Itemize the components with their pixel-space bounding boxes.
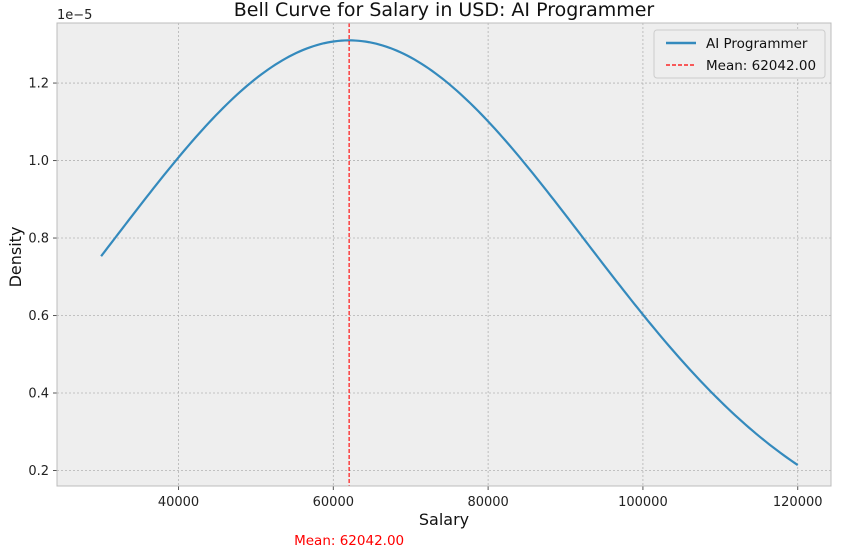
- y-offset-label: 1e−5: [57, 8, 92, 23]
- chart-title: Bell Curve for Salary in USD: AI Program…: [234, 0, 655, 21]
- plot-frame: [56, 22, 832, 487]
- y-tick-label: 0.2: [28, 464, 49, 479]
- axis-ticks: 40000 60000 80000 100000 120000 0.2 0.4 0.6 0.8 1…: [28, 77, 822, 510]
- y-axis-label: Density: [6, 227, 25, 288]
- mean-annotation: Mean: 62042.00: [294, 533, 404, 549]
- x-tick-label: 80000: [467, 495, 508, 510]
- legend: AI Programmer Mean: 62042.00: [653, 29, 826, 79]
- y-tick-label: 0.4: [28, 387, 49, 402]
- y-tick-label: 0.6: [28, 309, 49, 324]
- series-line-ai-programmer: [100, 39, 799, 466]
- x-tick-label: 100000: [618, 495, 668, 510]
- x-tick-label: 60000: [313, 495, 354, 510]
- x-axis-label: Salary: [419, 510, 469, 529]
- y-tick-label: 1.0: [28, 154, 49, 169]
- plot-background: [57, 23, 831, 486]
- legend-mean-label: Mean: 62042.00: [706, 58, 816, 74]
- legend-box: [653, 29, 826, 79]
- y-tick-label: 0.8: [28, 232, 49, 247]
- x-tick-label: 120000: [773, 495, 823, 510]
- x-tick-label: 40000: [158, 495, 199, 510]
- legend-series-label: AI Programmer: [706, 36, 808, 52]
- series-layer: [100, 23, 799, 486]
- grid-lines: [57, 23, 831, 486]
- y-tick-label: 1.2: [28, 77, 49, 92]
